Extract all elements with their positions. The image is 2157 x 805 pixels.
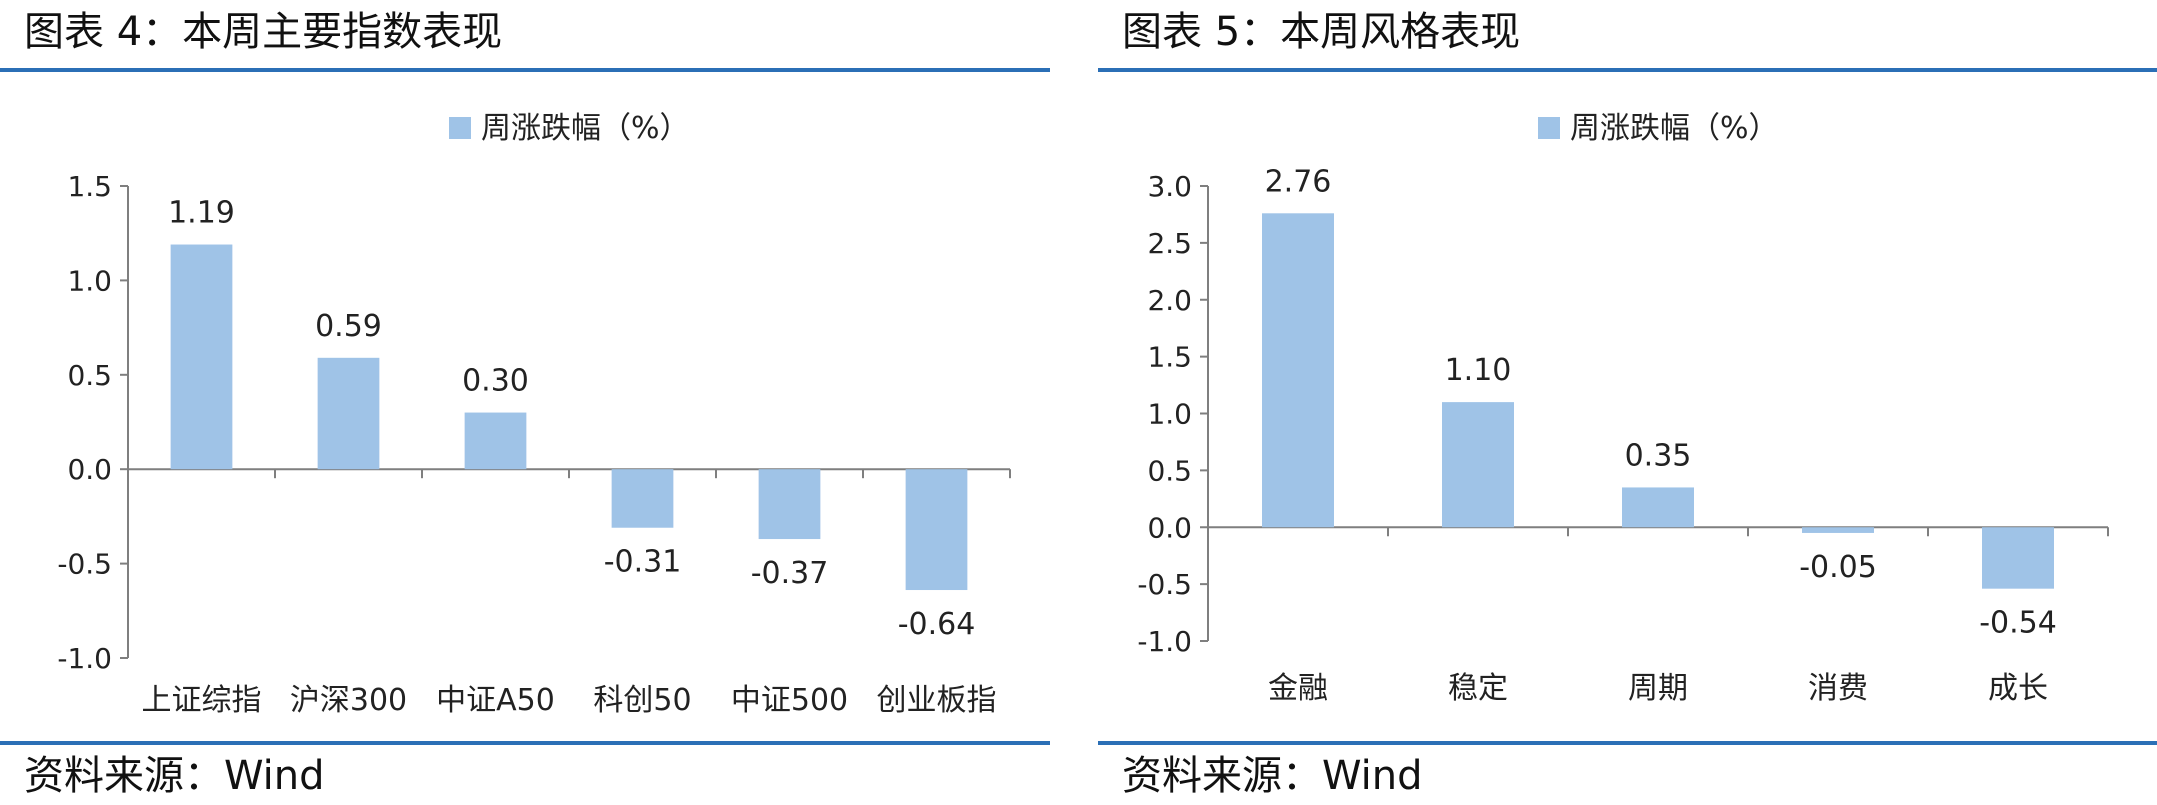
bar [1262,213,1334,528]
bar [1982,527,2054,589]
category-label: 科创50 [593,683,691,718]
y-tick-label: 2.0 [1147,284,1192,317]
source-rule [1098,741,2157,745]
style-bar-chart: 周涨跌幅（%） 3.0 2.5 2.0 1.5 1.0 0.5 0.0 -0.5 -1.0 2.76… [1137,111,2109,706]
category-label: 创业板指 [877,683,997,718]
data-label: -0.05 [1799,550,1877,585]
source-note: 资料来源：Wind [24,753,325,799]
legend-label: 周涨跌幅（%） [481,111,690,146]
category-label: 稳定 [1448,671,1508,706]
panel-title: 图表 4：本周主要指数表现 [24,9,503,55]
data-label: 0.59 [315,309,382,344]
panel-title: 图表 5：本周风格表现 [1122,9,1521,55]
legend-swatch [1538,117,1560,139]
y-tick-label: 0.0 [1147,511,1192,544]
source-rule [0,741,1050,745]
data-label: -0.37 [751,556,829,591]
chart-panel-index: 图表 4：本周主要指数表现 周涨跌幅（%） 1.5 1.0 0.5 0.0 -0.5 -1.… [0,0,1050,805]
bar [1442,402,1514,528]
source-note: 资料来源：Wind [1122,753,1423,799]
y-tick-label: 3.0 [1147,170,1192,203]
data-label: -0.31 [604,545,682,580]
legend-label: 周涨跌幅（%） [1570,111,1779,146]
category-label: 中证500 [731,683,848,718]
y-tick-label: 0.5 [1147,454,1192,487]
y-tick-label: -1.0 [1137,625,1192,658]
y-tick-label: -0.5 [57,548,112,581]
category-label: 中证A50 [436,683,555,718]
y-tick-label: 1.5 [1147,341,1192,374]
y-tick-label: 1.0 [67,264,112,297]
bar [611,469,674,528]
y-tick-label: 1.0 [1147,398,1192,431]
data-label: 1.19 [168,196,235,231]
title-rule [1098,68,2157,72]
category-label: 成长 [1988,671,2048,706]
bar [1622,487,1694,528]
y-tick-label: 2.5 [1147,227,1192,260]
data-label: 0.35 [1625,438,1692,473]
bar [1802,527,1874,533]
bar [905,469,968,591]
category-label: 上证综指 [142,683,262,718]
data-label: -0.64 [898,607,976,642]
y-tick-label: 1.5 [67,170,112,203]
data-label: 2.76 [1265,164,1332,199]
y-tick-label: 0.5 [67,359,112,392]
data-label: -0.54 [1979,606,2057,641]
chart-panel-style: 图表 5：本周风格表现 周涨跌幅（%） 3.0 2.5 2.0 1.5 1.0 0.5 0.0… [1098,0,2157,805]
legend-swatch [449,117,471,139]
data-label: 0.30 [462,364,529,399]
bar [317,357,380,470]
data-label: 1.10 [1445,353,1512,388]
category-label: 消费 [1808,671,1868,706]
category-label: 沪深300 [290,683,407,718]
category-label: 金融 [1268,671,1328,706]
y-tick-label: -1.0 [57,642,112,675]
bar [170,244,233,470]
bar [758,469,821,540]
y-tick-label: -0.5 [1137,568,1192,601]
y-tick-label: 0.0 [67,453,112,486]
title-rule [0,68,1050,72]
index-bar-chart: 周涨跌幅（%） 1.5 1.0 0.5 0.0 -0.5 -1.0 1.19 上证综指 0.59 沪… [57,111,1011,718]
category-label: 周期 [1628,671,1688,706]
bar [464,412,527,470]
